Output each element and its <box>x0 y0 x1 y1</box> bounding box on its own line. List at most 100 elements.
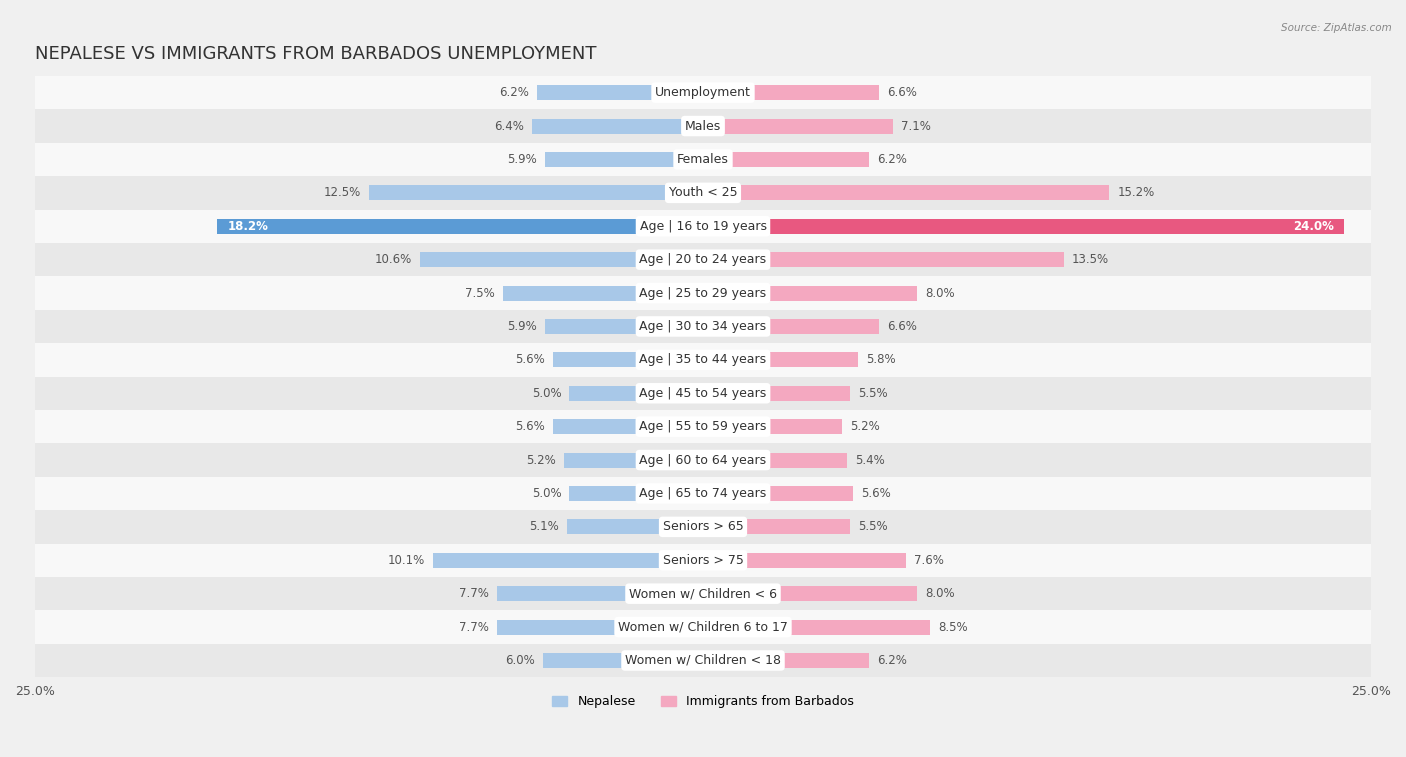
Text: Age | 45 to 54 years: Age | 45 to 54 years <box>640 387 766 400</box>
Bar <box>703 619 931 634</box>
Bar <box>35 109 1371 143</box>
Text: 5.6%: 5.6% <box>516 354 546 366</box>
Text: 5.8%: 5.8% <box>866 354 896 366</box>
Bar <box>703 252 1064 267</box>
Bar <box>217 219 703 234</box>
Bar <box>502 285 703 301</box>
Bar <box>35 510 1371 544</box>
Text: Women w/ Children < 6: Women w/ Children < 6 <box>628 587 778 600</box>
Bar <box>703 653 869 668</box>
Text: 6.6%: 6.6% <box>887 320 917 333</box>
Bar <box>703 219 1344 234</box>
Text: 13.5%: 13.5% <box>1071 253 1109 266</box>
Text: 6.2%: 6.2% <box>877 654 907 667</box>
Text: Males: Males <box>685 120 721 132</box>
Text: 15.2%: 15.2% <box>1118 186 1154 199</box>
Bar <box>35 343 1371 376</box>
Text: 6.0%: 6.0% <box>505 654 534 667</box>
Bar <box>35 577 1371 610</box>
Text: Women w/ Children < 18: Women w/ Children < 18 <box>626 654 780 667</box>
Text: 10.6%: 10.6% <box>374 253 412 266</box>
Bar <box>703 119 893 133</box>
Text: 10.1%: 10.1% <box>388 554 425 567</box>
Text: 5.6%: 5.6% <box>860 487 890 500</box>
Bar <box>703 152 869 167</box>
Text: Age | 25 to 29 years: Age | 25 to 29 years <box>640 287 766 300</box>
Bar <box>703 453 848 468</box>
Bar <box>703 519 851 534</box>
Bar <box>433 553 703 568</box>
Bar <box>531 119 703 133</box>
Text: Age | 65 to 74 years: Age | 65 to 74 years <box>640 487 766 500</box>
Bar <box>703 285 917 301</box>
Text: 8.0%: 8.0% <box>925 287 955 300</box>
Text: 5.6%: 5.6% <box>516 420 546 433</box>
Text: 5.0%: 5.0% <box>531 487 561 500</box>
Legend: Nepalese, Immigrants from Barbados: Nepalese, Immigrants from Barbados <box>547 690 859 713</box>
Text: Age | 35 to 44 years: Age | 35 to 44 years <box>640 354 766 366</box>
Text: Women w/ Children 6 to 17: Women w/ Children 6 to 17 <box>619 621 787 634</box>
Bar <box>703 85 879 100</box>
Bar <box>554 419 703 435</box>
Text: Seniors > 65: Seniors > 65 <box>662 520 744 534</box>
Bar <box>703 185 1109 201</box>
Bar <box>368 185 703 201</box>
Bar <box>35 410 1371 444</box>
Text: 24.0%: 24.0% <box>1292 220 1334 232</box>
Bar <box>703 486 852 501</box>
Text: 5.2%: 5.2% <box>851 420 880 433</box>
Text: Age | 55 to 59 years: Age | 55 to 59 years <box>640 420 766 433</box>
Bar <box>569 386 703 400</box>
Bar <box>420 252 703 267</box>
Bar <box>703 319 879 334</box>
Bar <box>35 310 1371 343</box>
Bar <box>569 486 703 501</box>
Bar <box>35 544 1371 577</box>
Text: 5.2%: 5.2% <box>526 453 555 466</box>
Bar <box>35 643 1371 678</box>
Text: Age | 20 to 24 years: Age | 20 to 24 years <box>640 253 766 266</box>
Text: 18.2%: 18.2% <box>228 220 269 232</box>
Text: Seniors > 75: Seniors > 75 <box>662 554 744 567</box>
Text: Females: Females <box>678 153 728 166</box>
Text: Age | 16 to 19 years: Age | 16 to 19 years <box>640 220 766 232</box>
Bar <box>703 352 858 367</box>
Bar <box>35 376 1371 410</box>
Text: 7.1%: 7.1% <box>901 120 931 132</box>
Bar <box>35 276 1371 310</box>
Text: 12.5%: 12.5% <box>323 186 361 199</box>
Bar <box>537 85 703 100</box>
Bar <box>564 453 703 468</box>
Bar <box>703 386 851 400</box>
Text: 5.1%: 5.1% <box>529 520 558 534</box>
Text: Source: ZipAtlas.com: Source: ZipAtlas.com <box>1281 23 1392 33</box>
Text: 8.0%: 8.0% <box>925 587 955 600</box>
Text: 5.4%: 5.4% <box>855 453 884 466</box>
Text: 5.9%: 5.9% <box>508 320 537 333</box>
Text: 6.2%: 6.2% <box>499 86 529 99</box>
Text: Youth < 25: Youth < 25 <box>669 186 737 199</box>
Bar <box>498 586 703 601</box>
Text: NEPALESE VS IMMIGRANTS FROM BARBADOS UNEMPLOYMENT: NEPALESE VS IMMIGRANTS FROM BARBADOS UNE… <box>35 45 596 64</box>
Bar <box>703 553 905 568</box>
Text: 6.2%: 6.2% <box>877 153 907 166</box>
Bar <box>543 653 703 668</box>
Bar <box>498 619 703 634</box>
Bar <box>567 519 703 534</box>
Bar <box>554 352 703 367</box>
Text: 5.0%: 5.0% <box>531 387 561 400</box>
Bar <box>35 243 1371 276</box>
Text: 7.7%: 7.7% <box>460 587 489 600</box>
Bar <box>35 143 1371 176</box>
Bar <box>35 210 1371 243</box>
Text: Age | 60 to 64 years: Age | 60 to 64 years <box>640 453 766 466</box>
Text: 5.9%: 5.9% <box>508 153 537 166</box>
Bar <box>35 610 1371 643</box>
Text: 7.7%: 7.7% <box>460 621 489 634</box>
Bar <box>546 152 703 167</box>
Bar <box>35 444 1371 477</box>
Text: Age | 30 to 34 years: Age | 30 to 34 years <box>640 320 766 333</box>
Text: 6.4%: 6.4% <box>494 120 524 132</box>
Text: 7.5%: 7.5% <box>465 287 495 300</box>
Bar <box>703 419 842 435</box>
